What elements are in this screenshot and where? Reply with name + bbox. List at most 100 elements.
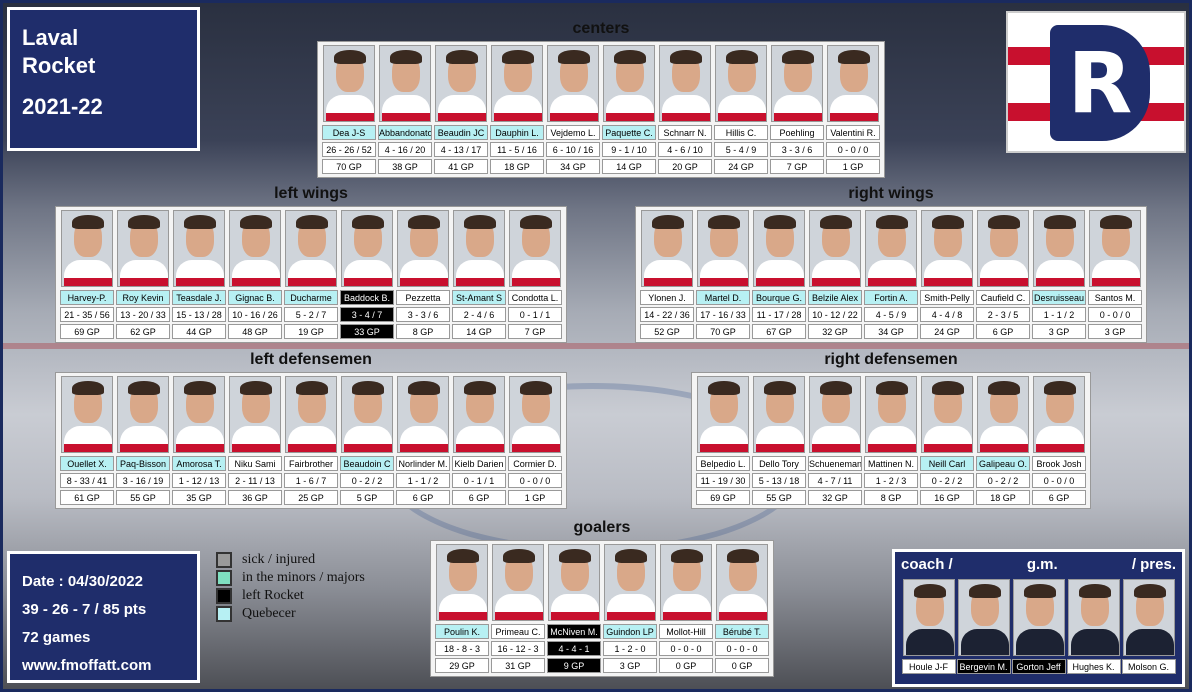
player-name: Pezzetta [396,290,450,305]
player-stats: 2 - 3 / 5 [976,307,1030,322]
player-stats: 10 - 12 / 22 [808,307,862,322]
player-name: Teasdale J. [172,290,226,305]
player-card: St-Amant S 2 - 4 / 6 14 GP [451,210,507,339]
player-stats: 1 - 1 / 2 [396,473,450,488]
player-stats: 4 - 4 - 1 [547,641,601,656]
date-label: Date : 04/30/2022 [22,573,143,590]
staff-name: Molson G. [1121,659,1176,674]
player-stats: 4 - 13 / 17 [434,142,488,157]
player-name: Kielb Darien [452,456,506,471]
player-photo [397,376,449,453]
player-card: Schnarr N. 4 - 6 / 10 20 GP [657,45,713,174]
player-stats: 0 - 2 / 2 [976,473,1030,488]
player-name: Neill Carl [920,456,974,471]
player-name: Schnarr N. [658,125,712,140]
player-card: Mattinen N. 1 - 2 / 3 8 GP [863,376,919,505]
player-card: Poehling 3 - 3 / 6 7 GP [769,45,825,174]
player-name: Fortin A. [864,290,918,305]
player-photo [977,210,1029,287]
player-games-played: 32 GP [808,324,862,339]
player-card: Bérubé T. 0 - 0 - 0 0 GP [714,544,770,673]
player-card: Galipeau O. 0 - 2 / 2 18 GP [975,376,1031,505]
rocket-logo: R [1006,11,1186,153]
section-title-left-defensemen: left defensemen [250,351,372,368]
player-photo [1089,210,1141,287]
player-card: Dello Tory 5 - 13 / 18 55 GP [751,376,807,505]
player-games-played: 8 GP [396,324,450,339]
player-name: Dauphin L. [490,125,544,140]
player-stats: 1 - 2 - 0 [603,641,657,656]
player-card: Ouellet X. 8 - 33 / 41 61 GP [59,376,115,505]
player-name: Gignac B. [228,290,282,305]
player-stats: 15 - 13 / 28 [172,307,226,322]
staff-header-gm: g.m. [1026,556,1058,573]
player-games-played: 31 GP [491,658,545,673]
player-games-played: 18 GP [976,490,1030,505]
legend-label: left Rocket [242,588,304,603]
player-games-played: 6 GP [1032,490,1086,505]
staff-name: Houle J-F [901,659,956,674]
player-stats: 6 - 10 / 16 [546,142,600,157]
player-name: Smith-Pelly [920,290,974,305]
player-stats: 10 - 16 / 26 [228,307,282,322]
player-photo [229,210,281,287]
player-card: Paq-Bisson 3 - 16 / 19 55 GP [115,376,171,505]
player-photo [285,210,337,287]
player-stats: 26 - 26 / 52 [322,142,376,157]
player-games-played: 61 GP [60,490,114,505]
player-stats: 17 - 16 / 33 [696,307,750,322]
right-defensemen-group: right defensemen Belpedio L. 11 - 19 / 30… [691,351,1091,509]
player-games-played: 5 GP [340,490,394,505]
legend-item: left Rocket [216,587,365,605]
player-stats: 0 - 0 / 0 [826,142,880,157]
player-name: Abbandonato [378,125,432,140]
player-games-played: 7 GP [508,324,562,339]
player-games-played: 69 GP [696,490,750,505]
player-card: Roy Kevin 13 - 20 / 33 62 GP [115,210,171,339]
player-games-played: 19 GP [284,324,338,339]
player-games-played: 18 GP [490,159,544,174]
player-stats: 11 - 5 / 16 [490,142,544,157]
section-title-centers: centers [572,20,630,37]
player-stats: 16 - 12 - 3 [491,641,545,656]
player-card: Smith-Pelly 4 - 4 / 8 24 GP [919,210,975,339]
player-card: Caufield C. 2 - 3 / 5 6 GP [975,210,1031,339]
player-name: Paq-Bisson [116,456,170,471]
player-games-played: 1 GP [826,159,880,174]
player-photo [397,210,449,287]
player-stats: 18 - 8 - 3 [435,641,489,656]
player-games-played: 44 GP [172,324,226,339]
player-card: Ducharme 5 - 2 / 7 19 GP [283,210,339,339]
player-card: Paquette C. 9 - 1 / 10 14 GP [601,45,657,174]
player-stats: 1 - 12 / 13 [172,473,226,488]
section-title-goalers: goalers [573,519,631,536]
player-games-played: 69 GP [60,324,114,339]
goalers-group: goalers Poulin K. 18 - 8 - 3 29 GP Primeau … [430,519,774,677]
player-photo [341,376,393,453]
player-card: Guindon LP 1 - 2 - 0 3 GP [602,544,658,673]
player-photo [809,210,861,287]
player-card: Cormier D. 0 - 0 / 0 1 GP [507,376,563,505]
player-name: McNiven M. [547,624,601,639]
player-photo [977,376,1029,453]
player-stats: 0 - 2 / 2 [340,473,394,488]
player-photo [715,45,767,122]
rink-line [3,343,1189,349]
player-games-played: 52 GP [640,324,694,339]
player-stats: 5 - 2 / 7 [284,307,338,322]
player-stats: 1 - 6 / 7 [284,473,338,488]
player-photo [827,45,879,122]
player-card: Schuenemann 4 - 7 / 11 32 GP [807,376,863,505]
player-games-played: 0 GP [659,658,713,673]
player-card: Mollot-Hill 0 - 0 - 0 0 GP [658,544,714,673]
info-box: Date : 04/30/2022 39 - 26 - 7 / 85 pts 7… [7,551,200,683]
player-games-played: 14 GP [452,324,506,339]
player-games-played: 29 GP [435,658,489,673]
player-card: Norlinder M. 1 - 1 / 2 6 GP [395,376,451,505]
player-name: St-Amant S [452,290,506,305]
player-photo [716,544,768,621]
player-card: Brook Josh 0 - 0 / 0 6 GP [1031,376,1087,505]
player-photo [865,210,917,287]
player-name: Caufield C. [976,290,1030,305]
player-photo [809,376,861,453]
